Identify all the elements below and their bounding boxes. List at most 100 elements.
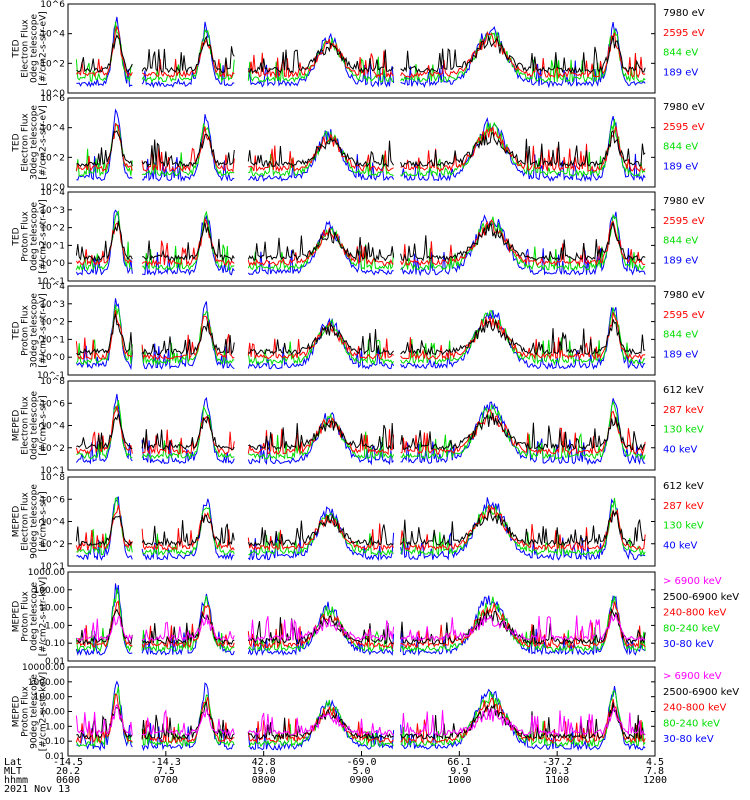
y-tick-label: 10^0 [40,353,65,363]
y-axis-label-line: MEPED [12,696,22,728]
legend-entry: 2500-6900 keV [663,592,739,603]
y-tick-label: 1.00 [45,722,65,732]
y-axis-label-line: [#/cm2-s-str-eV] [39,199,49,274]
y-axis-label-line: 30deg telescope [30,105,40,180]
trace--6900-kev [75,703,646,738]
y-tick-label: 0.01 [45,657,65,667]
y-axis-label: TEDProton Flux30deg telescope[#/cm2-s-st… [12,293,49,368]
y-axis-label: MEPEDProton Flux0deg telescope[#/cm2-s-s… [12,577,49,656]
y-axis-label-line: 0deg telescope [30,391,40,461]
y-tick-label: 10^-1 [37,277,65,287]
y-axis-label-line: Electron Flux [21,19,31,78]
x-tick-label: 7.5 [157,766,175,777]
y-tick-label: 10^6 [40,495,65,505]
trace-2595-ev [75,310,646,361]
panel-7: 0.010.101.0010.00100.001000.00MEPEDProto… [12,568,740,667]
legend-entry: 189 eV [663,255,698,266]
trace-7980-ev [76,313,646,356]
x-tick-label: 19.0 [252,766,276,777]
x-tick-label: 1200 [643,775,667,786]
y-tick-label: 10^3 [40,206,65,216]
panel-5: 10^1 10^2 10^4 10^6 10^8 MEPEDElectron Flux0d… [12,377,704,476]
panel-8: 0.010.101.0010.00100.001000.0010000.00ME… [12,663,740,762]
y-axis-label: MEPEDElectron Flux90deg telescope[#/cm2-… [12,484,49,559]
y-tick-label: 10^6 [40,399,65,409]
x-tick-label: 66.1 [447,757,471,768]
x-tick-label: 7.8 [646,766,664,777]
y-axis-label-line: [#/cm2-s-str] [39,491,49,551]
legend-entry: 2595 eV [663,28,705,39]
panel-frame [67,571,656,662]
y-axis-label-line: 0deg telescope [30,202,40,272]
y-axis-label-line: TED [12,39,22,58]
y-axis-label-line: [#/cm2-s-str] [39,395,49,455]
y-tick-label: 10^4 [40,124,65,134]
legend-entry: 30-80 keV [663,734,714,745]
y-tick-label: 10^2 [40,59,65,69]
x-tick-label: 1100 [545,775,569,786]
y-axis-label: TEDElectron Flux30deg telescope[#/cm2-s-… [12,105,49,180]
legend-entry: 130 keV [663,425,704,436]
trace-2500-6900-kev [76,608,646,646]
y-axis-label-line: TED [12,321,22,340]
legend-entry: 189 eV [663,161,698,172]
x-tick-label: 9.9 [450,766,468,777]
panel-frame [67,191,656,282]
y-axis-label-line: Electron Flux [21,492,31,551]
legend-entry: 287 keV [663,405,704,416]
trace-40-kev [75,393,646,466]
y-tick-label: 1.00 [45,621,65,631]
y-tick-label: 10^2 [40,318,65,328]
trace-30-80-kev [75,583,646,657]
x-axis-row-label: Lat [4,757,22,768]
y-axis-label-line: Proton Flux [21,305,31,356]
trace-612-kev [76,412,646,452]
y-axis-label-line: 90deg telescope [30,484,40,559]
legend-entry: 844 eV [663,142,698,153]
y-tick-label: 10^2 [40,444,65,454]
y-tick-label: 0.01 [45,752,65,762]
legend-entry: 240-800 keV [663,608,727,619]
legend-entry: 612 keV [663,385,704,396]
y-axis-label-line: Proton Flux [21,591,31,642]
y-tick-label: 10^1 [40,562,65,572]
y-tick-label: 1000.00 [28,678,65,688]
y-tick-label: 10^4 [40,422,65,432]
y-tick-label: 10^6 [40,94,65,104]
trace-287-kev [75,504,646,552]
y-tick-label: 10^2 [40,153,65,163]
trace-844-ev [75,21,646,84]
y-axis-label-line: 0deg telescope [30,582,40,652]
x-tick-label: -69.0 [346,757,376,768]
y-tick-label: 10^8 [40,377,65,387]
y-axis-label: TEDElectron Flux0deg telescope[#/cm2-s-s… [12,11,49,86]
legend-entry: 130 keV [663,521,704,532]
y-tick-label: 10000.00 [22,663,65,673]
y-tick-label: 10^1 [40,335,65,345]
trace-189-ev [76,108,646,183]
y-tick-label: 1000.00 [28,568,65,578]
trace-40-kev [76,496,646,562]
y-tick-label: 100.00 [34,693,66,703]
trace-189-ev [76,16,646,89]
y-axis-label-line: 90deg telescope [30,674,40,749]
trace-30-80-kev [76,680,646,752]
y-tick-label: 10^4 [40,518,65,528]
y-axis-label-line: Proton Flux [21,211,31,262]
x-tick-label: -14.3 [151,757,181,768]
y-axis-label-line: TED [12,227,22,246]
panel-frame [67,97,656,188]
y-axis-label-line: Proton Flux [21,686,31,737]
x-tick-label: 4.5 [646,757,664,768]
legend-entry: 7980 eV [663,8,705,19]
x-tick-label: 0600 [56,775,80,786]
trace-844-ev [75,210,646,272]
y-tick-label: 10^0 [40,259,65,269]
y-axis-label: TEDProton Flux0deg telescope[#/cm2-s-str… [12,199,49,274]
legend-entry: 7980 eV [663,290,705,301]
x-tick-label: 1000 [447,775,471,786]
legend-entry: 189 eV [663,349,698,360]
y-tick-label: 10^2 [40,540,65,550]
